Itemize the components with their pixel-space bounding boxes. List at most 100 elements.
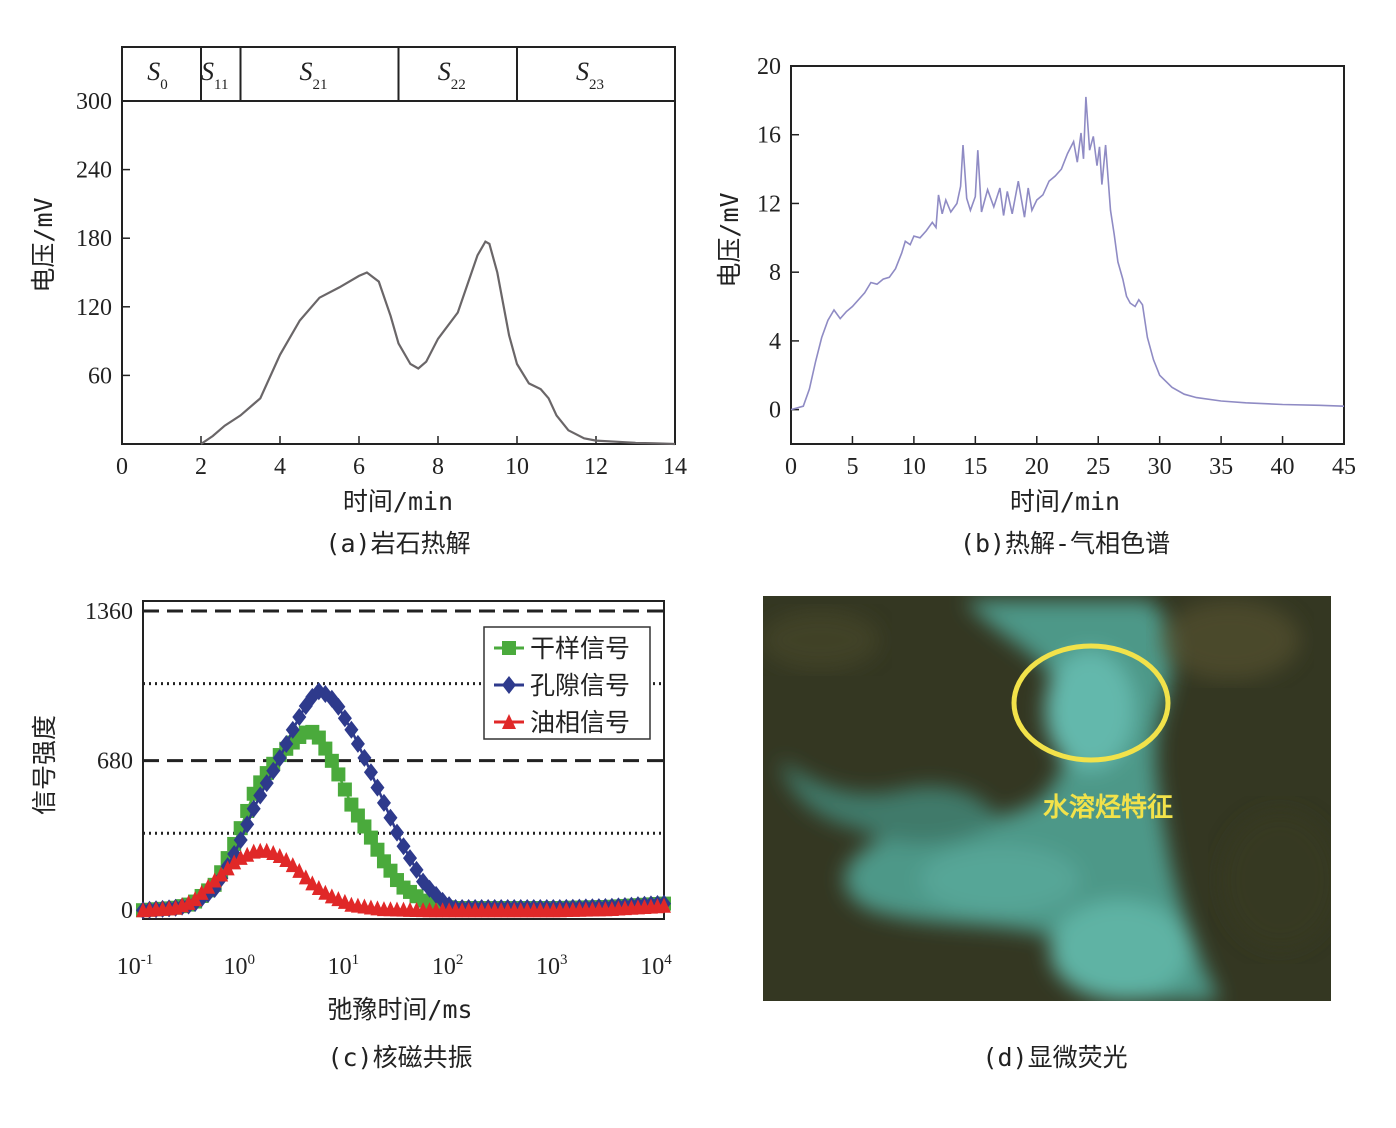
series-marker xyxy=(396,837,411,856)
panel-b-frame xyxy=(790,65,1345,445)
panel-a-xlabel: 时间/min xyxy=(343,487,453,516)
series-marker xyxy=(285,857,300,873)
x-tick-label: 5 xyxy=(846,454,858,480)
series-marker xyxy=(350,808,365,823)
series-marker xyxy=(201,878,216,894)
series-marker xyxy=(207,872,222,888)
series-marker xyxy=(279,734,294,753)
segment-label-subscript: 21 xyxy=(313,77,328,93)
x-tick-exponent: 2 xyxy=(456,952,464,968)
panel-b-caption: (b)热解-气相色谱 xyxy=(960,529,1170,558)
x-tick-label: 4 xyxy=(274,454,286,480)
y-tick-label: 12 xyxy=(757,191,781,217)
series-marker xyxy=(194,884,209,900)
series-marker xyxy=(331,697,346,716)
series-marker xyxy=(370,778,385,797)
segment-label-subscript: 23 xyxy=(589,77,604,93)
x-tick-label: 10 xyxy=(505,454,529,480)
x-tick-label: 12 xyxy=(584,454,608,480)
series-marker xyxy=(272,749,287,768)
x-tick-label: 45 xyxy=(1332,454,1356,480)
x-tick-label: 2 xyxy=(195,454,207,480)
x-tick-label: 14 xyxy=(663,454,687,480)
series-marker xyxy=(292,862,307,878)
series-marker xyxy=(344,797,359,812)
panel-a-rock-pyrolysis: S0 S11 S21 S22 S23 0 2 4 6 8 10 12 14 60 120 180 240 300… xyxy=(29,46,687,558)
series-marker xyxy=(259,774,274,793)
legend-swatch-marker xyxy=(502,641,516,655)
segment-label-S11: S11 xyxy=(201,57,228,93)
x-tick-exponent: 3 xyxy=(560,952,568,968)
series-marker xyxy=(344,720,359,739)
x-tick-label: 10 xyxy=(902,454,926,480)
x-tick-exponent: 0 xyxy=(247,952,255,968)
panel-b-ylabel: 电压/mV xyxy=(715,192,744,287)
series-marker xyxy=(285,720,300,739)
x-tick-label: 15 xyxy=(963,454,987,480)
series-marker xyxy=(233,831,248,850)
series-marker xyxy=(350,734,365,753)
panel-a-ylabel: 电压/mV xyxy=(29,197,58,292)
y-tick-label: 240 xyxy=(76,158,112,184)
x-tick-label: 101 xyxy=(328,952,360,980)
micrograph-annotation: 水溶烃特征 xyxy=(1043,792,1173,823)
series-marker xyxy=(292,707,307,726)
series-marker xyxy=(337,709,352,728)
series-marker xyxy=(389,823,404,842)
y-tick-label: 16 xyxy=(757,123,781,149)
y-tick-label: 0 xyxy=(769,398,781,424)
highlight-circle xyxy=(1011,643,1171,763)
panel-c-xlabel: 弛豫时间/ms xyxy=(327,995,472,1024)
series-marker xyxy=(331,767,346,782)
legend-label-0: 干样信号 xyxy=(530,634,630,663)
segment-label-subscript: 11 xyxy=(214,77,228,93)
series-marker xyxy=(188,891,203,907)
y-tick-label: 60 xyxy=(88,363,112,389)
y-tick-label: 1360 xyxy=(85,599,133,625)
y-tick-label: 4 xyxy=(769,329,781,355)
series-marker xyxy=(227,854,242,870)
panel-d-caption: (d)显微荧光 xyxy=(982,1043,1127,1072)
legend-label-1: 孔隙信号 xyxy=(530,671,630,700)
series-marker xyxy=(657,897,671,913)
series-marker xyxy=(383,808,398,827)
x-tick-label: 103 xyxy=(536,952,568,980)
legend-swatch-marker xyxy=(502,676,516,694)
series-marker xyxy=(363,830,378,845)
y-tick-label: 300 xyxy=(76,89,112,115)
series-marker xyxy=(279,852,294,868)
segment-label-subscript: 0 xyxy=(160,77,168,93)
series-marker xyxy=(324,753,339,768)
micrograph-image xyxy=(763,596,1331,1001)
series-marker xyxy=(298,869,313,885)
x-tick-label: 0 xyxy=(116,454,128,480)
panel-c-caption: (c)核磁共振 xyxy=(327,1043,472,1072)
series-marker xyxy=(220,860,235,876)
panel-a-frame xyxy=(121,46,676,445)
x-tick-label: 35 xyxy=(1209,454,1233,480)
panel-b-series-line xyxy=(790,96,1345,411)
x-tick-label: 40 xyxy=(1271,454,1295,480)
x-tick-label: 102 xyxy=(432,952,464,980)
series-marker xyxy=(311,730,326,745)
panel-a-series-line xyxy=(200,240,676,446)
series-marker xyxy=(214,866,229,882)
y-tick-label: 0 xyxy=(121,898,133,924)
series-marker xyxy=(266,761,281,780)
x-tick-label: 100 xyxy=(223,952,255,980)
panel-b-xlabel: 时间/min xyxy=(1010,487,1120,516)
x-tick-label: 25 xyxy=(1086,454,1110,480)
series-marker xyxy=(181,894,196,910)
series-marker xyxy=(318,741,333,756)
panel-d-fluorescence-micrograph: 水溶烃特征 (d)显微荧光 xyxy=(763,596,1331,1072)
series-marker xyxy=(403,849,418,868)
y-tick-label: 680 xyxy=(97,749,133,775)
y-tick-label: 120 xyxy=(76,295,112,321)
panel-b-pyrolysis-gc: 0 5 10 15 20 25 30 35 40 45 0 4 8 12 16 20 时间/min 电压/mV… xyxy=(715,54,1356,558)
series-2-group xyxy=(136,842,671,918)
segment-label-S0: S0 xyxy=(147,57,168,93)
x-tick-label: 6 xyxy=(353,454,365,480)
